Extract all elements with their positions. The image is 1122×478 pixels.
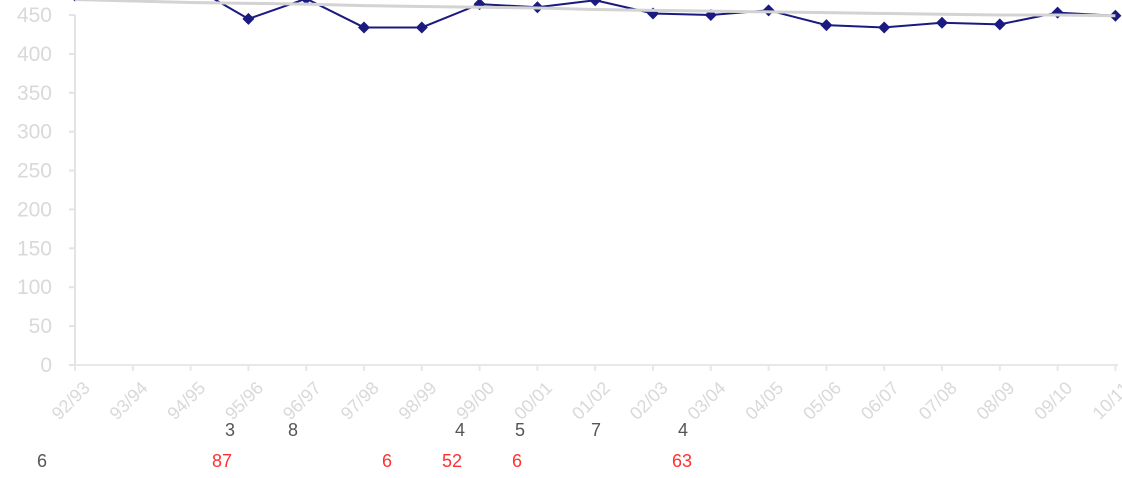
x-tick-label: 95/96: [221, 378, 267, 424]
y-tick-label: 100: [17, 276, 52, 299]
data-point-marker: [936, 16, 948, 29]
x-tick-label: 01/02: [568, 378, 614, 424]
x-tick-label: 05/06: [799, 378, 845, 424]
series-layer: [73, 0, 1122, 34]
y-tick-label: 50: [29, 315, 52, 338]
data-point-marker: [820, 19, 833, 32]
annotation-label: 8: [288, 420, 298, 440]
data-point-marker: [878, 21, 891, 34]
bottom-annotation-label: 87: [212, 451, 232, 471]
x-tick-label: 02/03: [626, 378, 672, 424]
y-tick-label: 0: [40, 354, 52, 377]
bottom-annotation-label: 6: [37, 451, 47, 471]
annotation-label: 4: [455, 420, 465, 440]
y-tick-label: 200: [17, 198, 52, 221]
y-tick-label: 350: [17, 82, 52, 105]
data-point-marker: [473, 0, 486, 11]
bottom-annotation-label: 63: [672, 451, 692, 471]
data-point-marker: [1109, 9, 1122, 22]
x-tick-label: 10/11: [1089, 378, 1122, 423]
y-tick-label: 300: [17, 121, 52, 144]
x-tick-label: 96/97: [279, 378, 325, 424]
y-tick-label: 250: [17, 160, 52, 183]
x-tick-label: 06/07: [857, 378, 903, 424]
bottom-annotation-label: 6: [512, 451, 522, 471]
data-point-marker: [242, 12, 255, 25]
y-tick-label: 450: [17, 4, 52, 27]
x-tick-label: 94/95: [163, 378, 209, 424]
bottom-annotation-label: 52: [442, 451, 462, 471]
x-tick-label: 93/94: [106, 378, 152, 424]
data-point-marker: [993, 18, 1006, 31]
x-axis-layer: 92/93 93/94 94/95 95/96 96/97 97/98 98/99 99/00…: [48, 364, 1122, 424]
data-point-marker: [1051, 6, 1064, 19]
data-point-marker: [301, 0, 311, 5]
y-axis-layer: 0 50 100 150 200 250 300 350 400 450: [17, 4, 76, 377]
x-tick-label: 99/00: [452, 378, 498, 424]
x-tick-label: 97/98: [337, 378, 383, 424]
x-tick-label: 08/09: [973, 378, 1019, 424]
x-tick-label: 92/93: [48, 378, 94, 424]
annotation-label: 7: [591, 420, 601, 440]
data-point-marker: [589, 0, 602, 7]
data-point-marker: [358, 21, 370, 34]
annotation-label: 5: [515, 420, 525, 440]
x-tick-label: 09/10: [1030, 378, 1076, 424]
series-line-trend: [74, 0, 1116, 18]
x-tick-label: 00/01: [510, 378, 556, 424]
y-tick-label: 400: [17, 43, 52, 66]
x-tick-label: 98/99: [395, 378, 441, 424]
x-tick-label: 07/08: [915, 378, 961, 424]
annotation-labels-layer: 3 8 4 5 7 4 6 87 6 52 6 63: [37, 420, 692, 471]
x-tick-label: 04/05: [741, 378, 787, 424]
annotation-label: 3: [225, 420, 235, 440]
data-point-marker: [415, 21, 428, 34]
bottom-annotation-label: 6: [382, 451, 392, 471]
data-point-marker: [762, 4, 775, 17]
y-tick-label: 150: [17, 237, 52, 260]
annotation-label: 4: [678, 420, 688, 440]
x-tick-label: 03/04: [684, 378, 730, 424]
